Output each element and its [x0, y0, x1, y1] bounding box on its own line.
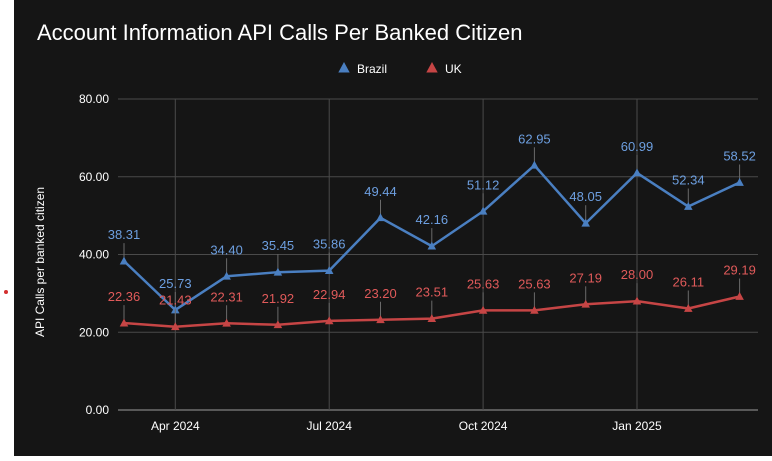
data-label: 22.36: [108, 289, 141, 304]
data-point: [273, 320, 283, 329]
data-label: 28.00: [621, 267, 654, 282]
data-point: [324, 316, 334, 325]
x-tick-label: Jan 2025: [612, 419, 662, 433]
data-label: 52.34: [672, 173, 705, 188]
data-point: [376, 315, 385, 324]
data-point: [735, 292, 744, 300]
data-label: 21.92: [262, 291, 295, 306]
data-label: 23.51: [416, 285, 449, 300]
y-tick-label: 60.00: [79, 170, 109, 184]
data-point: [530, 305, 539, 314]
data-label: 58.52: [723, 149, 756, 164]
data-point: [478, 305, 488, 314]
data-label: 35.86: [313, 237, 346, 252]
y-axis-label: API Calls per banked citizen: [33, 187, 47, 337]
data-point: [632, 168, 642, 177]
gridlines: [118, 98, 758, 411]
data-label: 22.31: [210, 289, 243, 304]
data-point: [119, 318, 129, 327]
data-point: [171, 322, 180, 331]
chart-title: Account Information API Calls Per Banked…: [37, 20, 522, 45]
data-label: 35.45: [262, 238, 295, 253]
series-layer: 38.31 25.73 34.40 35.45 35.86 49.44 42.16 51.12…: [108, 131, 756, 331]
data-point: [222, 271, 231, 280]
y-tick-label: 80.00: [79, 92, 109, 106]
data-label: 27.19: [569, 270, 602, 285]
data-point: [735, 178, 744, 186]
data-point: [324, 266, 334, 274]
legend-label: Brazil: [357, 62, 387, 76]
y-tick-label: 40.00: [79, 248, 109, 262]
data-label: 25.63: [518, 276, 551, 291]
data-label: 29.19: [723, 263, 756, 278]
legend-marker: [338, 62, 350, 73]
line-chart: Account Information API Calls Per Banked…: [33, 20, 758, 433]
data-point: [581, 299, 590, 308]
data-label: 60.99: [621, 139, 654, 154]
data-label: 34.40: [210, 242, 243, 257]
data-point: [632, 296, 642, 305]
data-label: 25.73: [159, 276, 192, 291]
data-point: [119, 256, 129, 265]
x-tick-label: Oct 2024: [459, 419, 508, 433]
data-label: 23.20: [364, 286, 397, 301]
data-label: 51.12: [467, 177, 500, 192]
y-tick-label: 0.00: [86, 403, 110, 417]
legend-item: UK: [426, 62, 462, 76]
y-tick-label: 20.00: [79, 325, 109, 339]
x-axis-ticks: Apr 2024 Jul 2024 Oct 2024 Jan 2025: [151, 419, 662, 433]
data-point: [684, 202, 693, 210]
data-label: 48.05: [569, 189, 602, 204]
data-point: [684, 303, 693, 312]
legend: Brazil UK: [338, 62, 462, 76]
data-point: [427, 314, 437, 322]
series-uk: 22.36 21.43 22.31 21.92 22.94 23.20 23.51 25.63…: [108, 263, 756, 331]
data-point: [376, 213, 385, 222]
data-point: [530, 160, 539, 169]
x-tick-label: Jul 2024: [307, 419, 353, 433]
data-point: [222, 318, 231, 327]
data-label: 21.43: [159, 293, 192, 308]
data-point: [581, 218, 590, 227]
data-label: 22.94: [313, 287, 346, 302]
data-label: 62.95: [518, 131, 551, 146]
data-label: 26.11: [673, 274, 705, 289]
chart-panel: Account Information API Calls Per Banked…: [14, 0, 772, 456]
x-tick-label: Apr 2024: [151, 419, 200, 433]
data-label: 42.16: [416, 212, 449, 227]
legend-label: UK: [445, 62, 462, 76]
data-point: [273, 267, 283, 276]
legend-item: Brazil: [338, 62, 387, 76]
series-brazil: 38.31 25.73 34.40 35.45 35.86 49.44 42.16 51.12…: [108, 131, 756, 314]
stray-red-dot: [4, 290, 8, 294]
data-label: 38.31: [108, 227, 141, 242]
data-point: [427, 241, 437, 250]
data-label: 25.63: [467, 276, 500, 291]
y-axis-ticks: 0.00 20.00 40.00 60.00 80.00: [79, 92, 109, 417]
data-point: [478, 206, 488, 215]
legend-marker: [426, 62, 438, 73]
data-label: 49.44: [364, 184, 397, 199]
